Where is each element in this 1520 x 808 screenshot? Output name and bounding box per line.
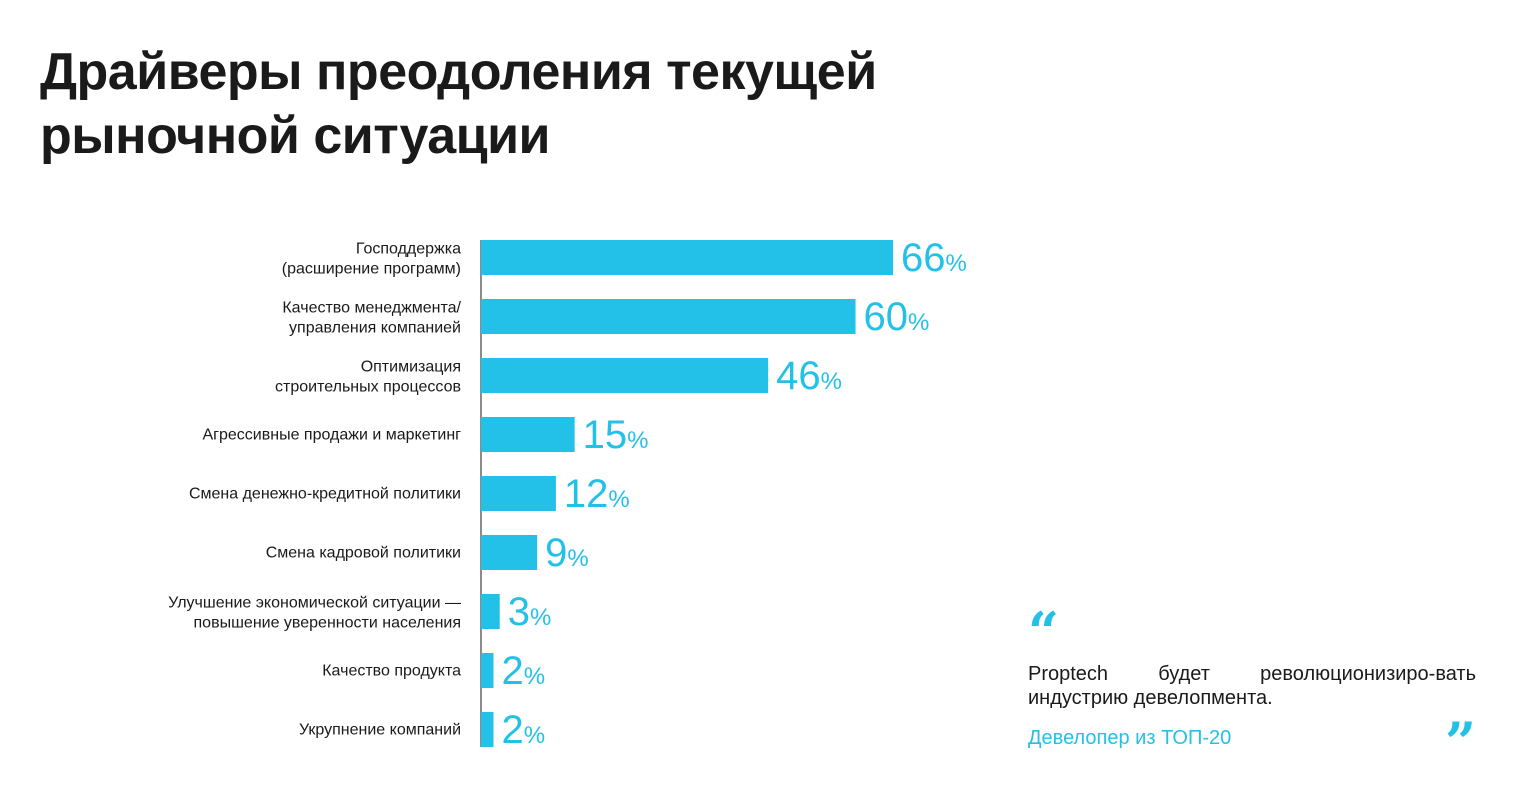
value-label: 60% bbox=[864, 295, 930, 339]
value-label: 2% bbox=[501, 649, 545, 693]
category-label: Агрессивные продажи и маркетинг bbox=[202, 427, 461, 444]
page-title-line-2: рыночной ситуации bbox=[40, 107, 551, 165]
category-label: Смена кадровой политики bbox=[266, 545, 461, 562]
bar bbox=[481, 653, 494, 688]
value-label: 3% bbox=[508, 590, 552, 634]
quote-block: “ Proptech будет революционизиро-вать ин… bbox=[1028, 600, 1476, 769]
category-label: Смена денежно-кредитной политики bbox=[189, 486, 461, 503]
bar bbox=[481, 417, 575, 452]
value-label: 15% bbox=[583, 413, 649, 457]
value-label: 66% bbox=[901, 236, 967, 280]
category-label: Господдержка bbox=[356, 241, 461, 258]
category-label: Оптимизация bbox=[361, 359, 461, 376]
close-quote-icon: ” bbox=[1444, 710, 1476, 774]
bar bbox=[481, 240, 893, 275]
category-label: Укрупнение компаний bbox=[299, 722, 461, 739]
value-label: 9% bbox=[545, 531, 589, 575]
bar-chart: 66% Господдержка (расширение программ) 60% К… bbox=[168, 236, 967, 752]
category-label: Качество продукта bbox=[322, 663, 461, 680]
bar bbox=[481, 712, 494, 747]
quote-author: Девелопер из ТОП-20 bbox=[1028, 727, 1232, 749]
value-label: 46% bbox=[776, 354, 842, 398]
page-title-line-1: Драйверы преодоления текущей bbox=[40, 43, 877, 101]
page-title: Драйверы преодоления текущей рыночной си… bbox=[40, 40, 1140, 168]
bar bbox=[481, 594, 500, 629]
open-quote-icon: “ bbox=[1028, 600, 1060, 664]
value-label: 12% bbox=[564, 472, 630, 516]
quote-text: Proptech будет революционизиро-вать инду… bbox=[1028, 663, 1476, 709]
category-label: управления компанией bbox=[289, 320, 461, 337]
category-label: (расширение программ) bbox=[282, 261, 461, 278]
category-label: повышение уверенности населения bbox=[194, 615, 461, 632]
bar bbox=[481, 476, 556, 511]
category-label: Улучшение экономической ситуации — bbox=[168, 595, 461, 612]
bar bbox=[481, 299, 856, 334]
bar bbox=[481, 358, 769, 393]
category-label: Качество менеджмента/ bbox=[282, 300, 461, 317]
category-label: строительных процессов bbox=[275, 379, 461, 396]
bar bbox=[481, 535, 538, 570]
value-label: 2% bbox=[501, 708, 545, 752]
